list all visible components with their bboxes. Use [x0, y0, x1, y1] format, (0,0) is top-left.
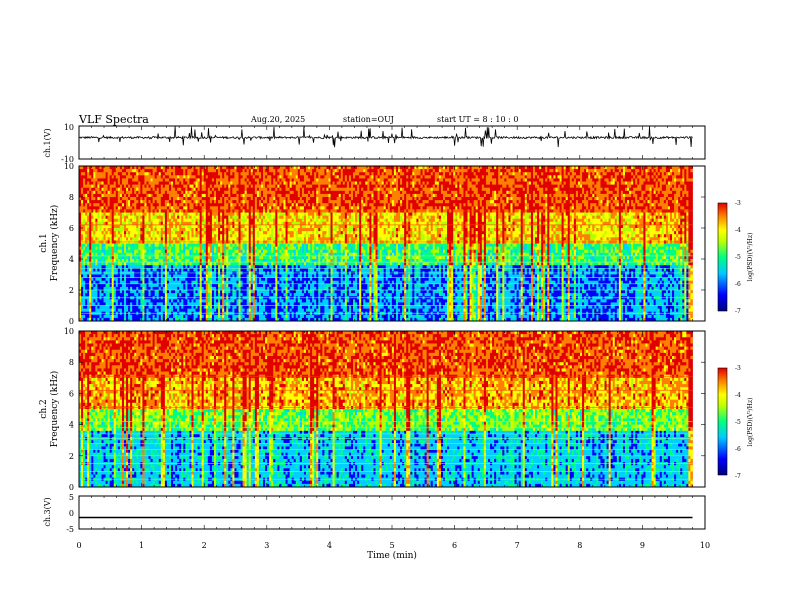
ch1-waveform-panel: 10 -10 ch.1(V): [43, 123, 705, 164]
ch1-waveform-ylabel: ch.1(V): [43, 128, 52, 157]
ch1-waveform-frame: [79, 126, 705, 159]
ch1-ytick-top: 10: [64, 123, 74, 132]
ch1-spectrogram-image: [79, 166, 693, 321]
